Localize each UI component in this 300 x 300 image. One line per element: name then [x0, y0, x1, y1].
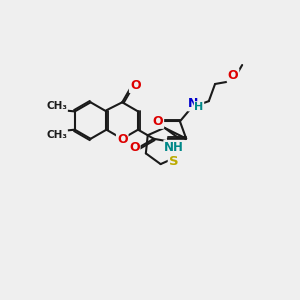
Text: O: O	[117, 133, 128, 146]
Text: O: O	[228, 69, 238, 82]
Text: CH₃: CH₃	[46, 101, 67, 111]
Text: O: O	[130, 79, 140, 92]
Text: O: O	[129, 141, 140, 154]
Text: CH₃: CH₃	[46, 130, 67, 140]
Text: NH: NH	[164, 141, 184, 154]
Text: N: N	[188, 98, 198, 110]
Text: S: S	[169, 155, 178, 168]
Text: H: H	[194, 102, 204, 112]
Text: O: O	[152, 115, 163, 128]
